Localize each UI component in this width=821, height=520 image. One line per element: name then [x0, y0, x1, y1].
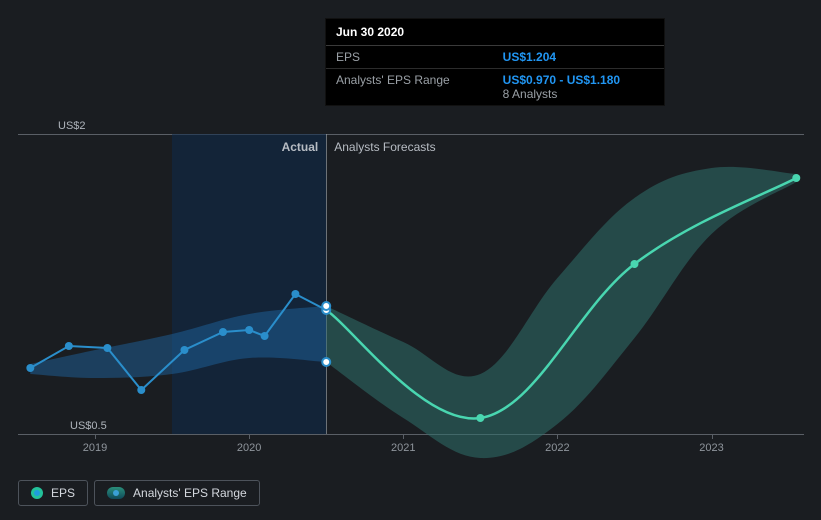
- legend-item-range[interactable]: Analysts' EPS Range: [94, 480, 260, 506]
- legend-label: Analysts' EPS Range: [133, 486, 247, 500]
- legend-item-eps[interactable]: EPS: [18, 480, 88, 506]
- tooltip-row-sub: 8 Analysts: [503, 87, 654, 101]
- tooltip-date: Jun 30 2020: [326, 19, 664, 46]
- tooltip-row-value: US$0.970 - US$1.180: [503, 73, 654, 87]
- tooltip-row-value-wrap: US$0.970 - US$1.180 8 Analysts: [493, 69, 664, 106]
- plot-area[interactable]: US$2 US$0.5 Actual Analysts Forecasts 20…: [18, 134, 804, 434]
- x-tick-label: 2023: [699, 434, 723, 454]
- tooltip-table: EPS US$1.204 Analysts' EPS Range US$0.97…: [326, 46, 664, 105]
- tooltip-row-value: US$1.204: [493, 46, 664, 69]
- x-tick-label: 2021: [391, 434, 415, 454]
- tooltip-row-eps: EPS US$1.204: [326, 46, 664, 69]
- tooltip-row-label: EPS: [326, 46, 493, 69]
- legend-swatch-icon: [31, 487, 43, 499]
- chart-legend: EPS Analysts' EPS Range: [18, 480, 260, 506]
- chart-tooltip: Jun 30 2020 EPS US$1.204 Analysts' EPS R…: [325, 18, 665, 106]
- y-tick-label: US$2: [58, 120, 62, 134]
- tooltip-row-range: Analysts' EPS Range US$0.970 - US$1.180 …: [326, 69, 664, 106]
- x-tick-label: 2022: [545, 434, 569, 454]
- chart-svg: [18, 134, 804, 434]
- x-tick-label: 2019: [83, 434, 107, 454]
- eps-forecast-chart: Jun 30 2020 EPS US$1.204 Analysts' EPS R…: [0, 0, 821, 520]
- x-tick-label: 2020: [237, 434, 261, 454]
- tooltip-row-label: Analysts' EPS Range: [326, 69, 493, 106]
- legend-swatch-icon: [107, 487, 125, 499]
